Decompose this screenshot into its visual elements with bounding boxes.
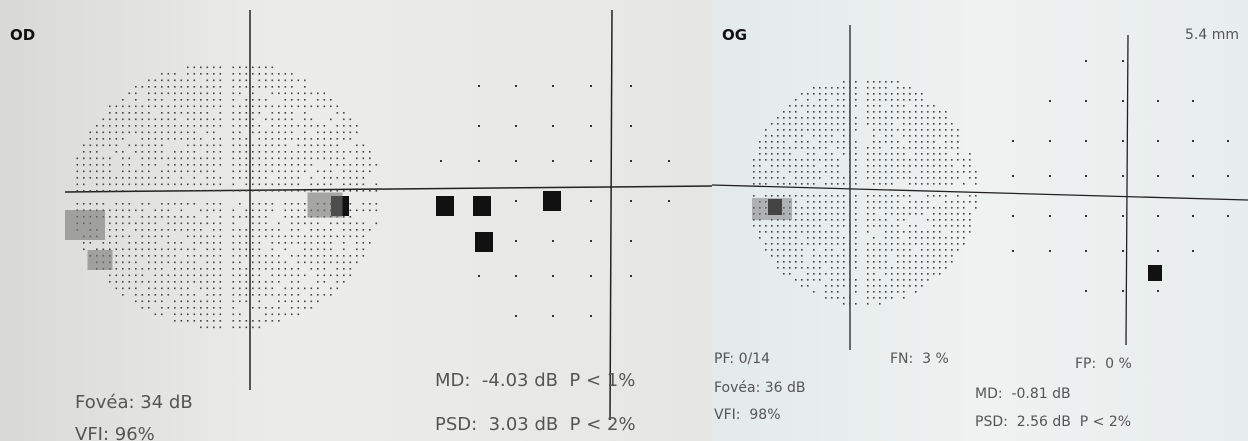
od-panel: OD Fovéa: 34 dB VFI: 96% MD: -4.03 dB P … [0, 0, 712, 441]
hatch-patch [752, 198, 792, 220]
hatch-patch [88, 250, 113, 270]
stat: MD: -4.03 dB P < 1% [435, 370, 635, 391]
stat: PSD: 2.56 dB P < 2% [975, 414, 1131, 430]
stat: FP: 0 % [1075, 356, 1132, 372]
vertical-axis [610, 10, 612, 420]
og-field [712, 0, 1248, 441]
dot-grid [1012, 60, 1229, 292]
hatch-patch [308, 193, 343, 218]
hatch-patch [65, 210, 105, 240]
stat: VFI: 98% [714, 407, 781, 423]
stat: FN: 3 % [890, 351, 949, 367]
stat: PSD: 3.03 dB P < 2% [435, 414, 636, 435]
defect-square [1148, 265, 1162, 281]
stat: Fovéa: 36 dB [714, 380, 806, 396]
eye-label: OG [722, 26, 747, 44]
og-panel: OG 5.4 mm PF: 0/14 FN: 3 % FP: 0 % Fovéa… [712, 0, 1248, 441]
vertical-axis [1126, 35, 1128, 345]
horizontal-axis [65, 186, 712, 192]
horizontal-axis [712, 185, 1248, 200]
defect-square [473, 196, 491, 216]
defect-square [436, 196, 454, 216]
stat: VFI: 96% [75, 424, 155, 441]
screenshot: OD Fovéa: 34 dB VFI: 96% MD: -4.03 dB P … [0, 0, 1248, 441]
stat: Fovéa: 34 dB [75, 392, 193, 413]
defect-square [543, 191, 561, 211]
stat: PF: 0/14 [714, 351, 770, 367]
defect-square [475, 232, 493, 252]
dot-field [753, 81, 977, 305]
eye-label: OD [10, 26, 35, 44]
scale: 5.4 mm [1185, 27, 1239, 43]
stat: MD: -0.81 dB [975, 386, 1071, 402]
